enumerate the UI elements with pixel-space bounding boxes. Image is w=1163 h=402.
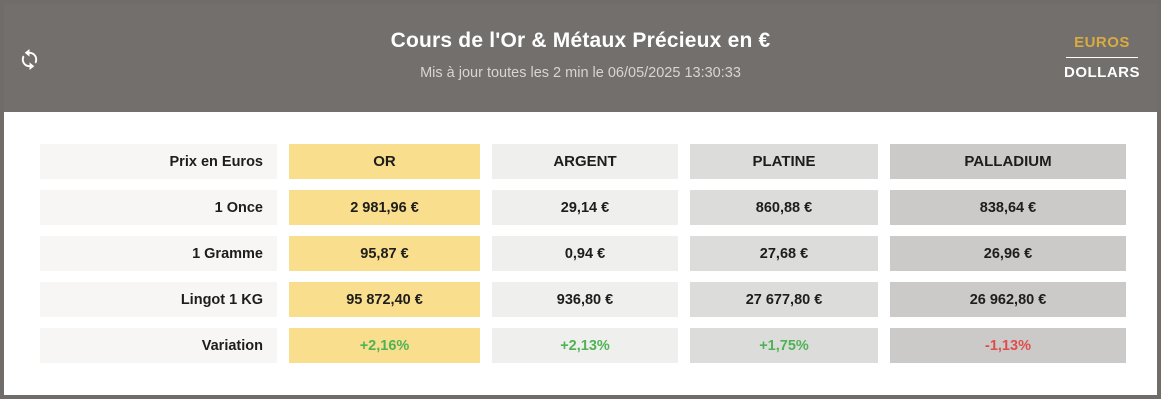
currency-option-euros[interactable]: EUROS bbox=[1063, 30, 1141, 55]
refresh-button[interactable] bbox=[14, 46, 44, 76]
header-titles: Cours de l'Or & Métaux Précieux en € Mis… bbox=[391, 29, 771, 81]
price-gramme-argent: 0,94 € bbox=[492, 236, 678, 271]
column-header-argent: ARGENT bbox=[492, 144, 678, 179]
row-label-variation: Variation bbox=[40, 328, 277, 363]
page-title: Cours de l'Or & Métaux Précieux en € bbox=[390, 29, 771, 52]
price-gramme-palladium: 26,96 € bbox=[890, 236, 1126, 271]
price-once-or: 2 981,96 € bbox=[289, 190, 480, 225]
prices-table: Prix en Euros OR ARGENT PLATINE PALLADIU… bbox=[4, 112, 1157, 363]
variation-or: +2,16% bbox=[289, 328, 480, 363]
column-header-or: OR bbox=[289, 144, 480, 179]
currency-option-dollars[interactable]: DOLLARS bbox=[1063, 60, 1141, 85]
price-once-argent: 29,14 € bbox=[492, 190, 678, 225]
price-lingot-argent: 936,80 € bbox=[492, 282, 678, 317]
price-lingot-palladium: 26 962,80 € bbox=[890, 282, 1126, 317]
last-updated-text: Mis à jour toutes les 2 min le 06/05/202… bbox=[420, 65, 741, 81]
refresh-sync-icon bbox=[18, 48, 41, 74]
variation-platine: +1,75% bbox=[690, 328, 878, 363]
row-label-gramme: 1 Gramme bbox=[40, 236, 277, 271]
currency-toggle: EUROS DOLLARS bbox=[1063, 30, 1141, 85]
variation-palladium: -1,13% bbox=[890, 328, 1126, 363]
price-lingot-or: 95 872,40 € bbox=[289, 282, 480, 317]
row-label-once: 1 Once bbox=[40, 190, 277, 225]
currency-divider bbox=[1066, 57, 1138, 58]
widget-header: Cours de l'Or & Métaux Précieux en € Mis… bbox=[4, 4, 1157, 112]
price-once-platine: 860,88 € bbox=[690, 190, 878, 225]
price-once-palladium: 838,64 € bbox=[890, 190, 1126, 225]
table-corner-label: Prix en Euros bbox=[40, 144, 277, 179]
column-header-palladium: PALLADIUM bbox=[890, 144, 1126, 179]
price-lingot-platine: 27 677,80 € bbox=[690, 282, 878, 317]
column-header-platine: PLATINE bbox=[690, 144, 878, 179]
variation-argent: +2,13% bbox=[492, 328, 678, 363]
price-gramme-or: 95,87 € bbox=[289, 236, 480, 271]
price-gramme-platine: 27,68 € bbox=[690, 236, 878, 271]
row-label-lingot: Lingot 1 KG bbox=[40, 282, 277, 317]
